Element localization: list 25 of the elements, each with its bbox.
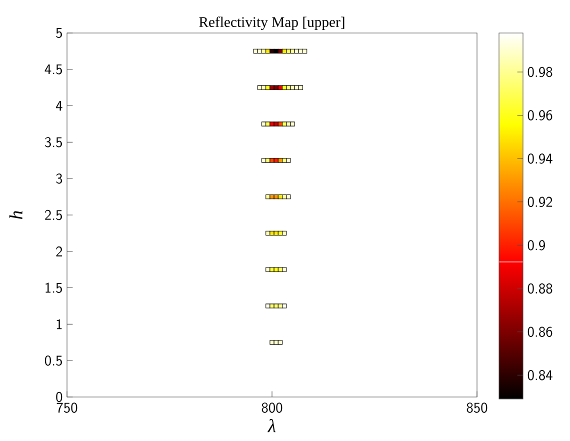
y-tick-label: 2.5 (44, 210, 62, 220)
y-tick-label: 1 (56, 319, 62, 330)
color-bar-label: 0.92 (528, 196, 552, 208)
y-tick-label: 0 (56, 392, 62, 402)
color-bar-label: 0.86 (528, 326, 552, 337)
y-tick-label: 3.5 (44, 137, 62, 148)
y-tick-label: 4.5 (44, 64, 62, 74)
x-tick-label: 800 (262, 402, 282, 413)
x-tick-label: 850 (466, 402, 488, 413)
x-axis-title: λ (268, 419, 276, 432)
y-tick-label: 0.5 (44, 355, 62, 366)
color-bar-label: 0.88 (528, 283, 552, 294)
chart-title: Reflectivity Map [upper] (199, 16, 344, 30)
y-tick-label: 5 (56, 28, 62, 38)
y-tick-label: 1.5 (46, 282, 62, 293)
y-tick-label: 3 (56, 173, 62, 184)
color-bar-label: 0.98 (528, 66, 552, 78)
color-bar-label: 0.96 (528, 110, 552, 120)
y-tick-label: 4 (56, 101, 62, 111)
y-tick-label: 2 (56, 246, 62, 256)
color-bar-label: 0.84 (528, 370, 552, 380)
color-bar-label: 0.9 (528, 240, 545, 250)
x-tick-label: 750 (56, 402, 78, 413)
color-bar-label: 0.94 (528, 153, 552, 164)
y-axis-title: h (9, 211, 22, 219)
